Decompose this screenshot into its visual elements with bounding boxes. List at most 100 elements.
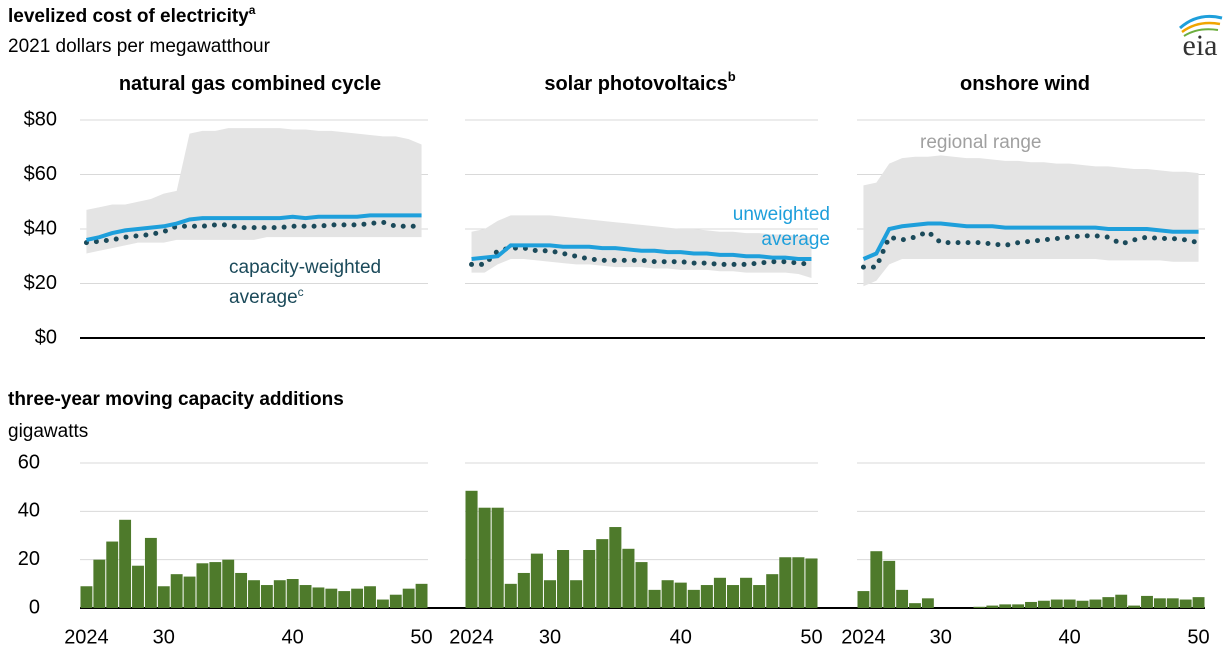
chart-title: levelized cost of electricitya — [8, 3, 256, 27]
bar — [196, 563, 209, 608]
bar — [119, 519, 132, 608]
bar — [700, 585, 713, 608]
bar — [299, 585, 312, 608]
bar — [1025, 601, 1037, 608]
bar — [1153, 598, 1166, 608]
x-tick-label: 30 — [153, 626, 175, 648]
panel-title: onshore wind — [960, 73, 1090, 95]
unweighted-line — [862, 221, 1199, 261]
bar — [1179, 599, 1192, 608]
bar — [1115, 594, 1128, 608]
bar — [170, 574, 183, 608]
x-tick-label: 40 — [282, 626, 304, 648]
bar — [106, 541, 119, 608]
y-tick-label: $40 — [24, 217, 57, 239]
bar — [1102, 597, 1115, 608]
weighted-line — [469, 245, 814, 267]
y-tick-label: $0 — [35, 326, 57, 348]
weighted-label-text: capacity-weighted average — [229, 257, 382, 308]
bar — [144, 537, 157, 608]
bar — [674, 582, 687, 608]
panel-title-note: b — [728, 69, 736, 84]
bar — [183, 576, 196, 608]
weighted-line — [860, 228, 1202, 270]
panel-title-text: natural gas combined cycle — [119, 73, 381, 95]
y-tick-label: $60 — [24, 163, 57, 185]
bar — [792, 557, 805, 608]
bar — [1089, 599, 1102, 608]
bar — [93, 559, 106, 608]
bar — [1128, 605, 1141, 608]
bar — [1141, 595, 1153, 608]
logo-arc — [1183, 28, 1219, 37]
unweighted-line — [471, 243, 812, 261]
bar — [1012, 604, 1025, 608]
bar — [896, 589, 909, 608]
x-tick-label: 50 — [800, 626, 822, 648]
bar — [766, 574, 779, 608]
bar — [1050, 599, 1063, 608]
bar — [596, 539, 609, 608]
x-tick-label: 40 — [1059, 626, 1081, 648]
unweighted-label: unweighted average — [732, 204, 830, 250]
bar — [909, 603, 921, 608]
range-area — [863, 155, 1199, 287]
x-tick-label: 30 — [539, 626, 561, 648]
y-tick-label: $80 — [24, 108, 57, 130]
bar — [338, 591, 351, 608]
panel-title-text: onshore wind — [960, 73, 1090, 95]
panel-title: solar photovoltaicsb — [544, 69, 735, 95]
bar — [973, 606, 986, 608]
panel-title-text: solar photovoltaics — [544, 73, 727, 95]
bar — [235, 572, 248, 608]
bar — [517, 572, 530, 608]
bar — [870, 551, 883, 608]
x-tick-label: 2024 — [449, 626, 494, 648]
x-tick-label: 50 — [1187, 626, 1209, 648]
bar — [753, 585, 766, 608]
range-area — [86, 128, 422, 254]
bar — [325, 588, 338, 608]
bar — [209, 562, 222, 608]
bar — [570, 580, 583, 608]
bar — [713, 577, 726, 608]
bar — [1063, 599, 1076, 608]
y-tick-label: 40 — [18, 500, 40, 522]
bar — [351, 588, 364, 608]
subtitle: gigawatts — [8, 421, 88, 442]
bar — [248, 580, 260, 608]
bar — [661, 580, 674, 608]
x-tick-label: 2024 — [64, 626, 109, 648]
unweighted-line — [86, 213, 422, 242]
bar — [779, 557, 792, 608]
y-tick-label: 20 — [18, 548, 40, 570]
bar — [986, 605, 999, 608]
bar — [273, 580, 286, 608]
bar — [157, 586, 170, 608]
bar — [415, 583, 428, 608]
x-tick-label: 50 — [410, 626, 432, 648]
logo-arc — [1179, 14, 1223, 30]
bar — [622, 548, 635, 608]
bar — [132, 565, 144, 608]
bar — [999, 604, 1012, 608]
subtitle: 2021 dollars per megawatthour — [8, 36, 271, 57]
weighted-label-note: c — [297, 285, 304, 299]
y-tick-label: $20 — [24, 272, 57, 294]
bar — [286, 579, 299, 608]
y-tick-label: 60 — [18, 451, 40, 473]
bar — [504, 583, 517, 608]
logo: eia — [1179, 14, 1223, 62]
bar — [364, 586, 376, 608]
bar — [402, 588, 415, 608]
bar — [389, 594, 402, 608]
bar — [726, 585, 740, 608]
bar — [648, 589, 661, 608]
weighted-line — [83, 219, 425, 246]
bar — [583, 550, 596, 608]
x-tick-label: 30 — [930, 626, 952, 648]
bar — [478, 507, 491, 608]
chart-title: three-year moving capacity additions — [8, 389, 344, 410]
